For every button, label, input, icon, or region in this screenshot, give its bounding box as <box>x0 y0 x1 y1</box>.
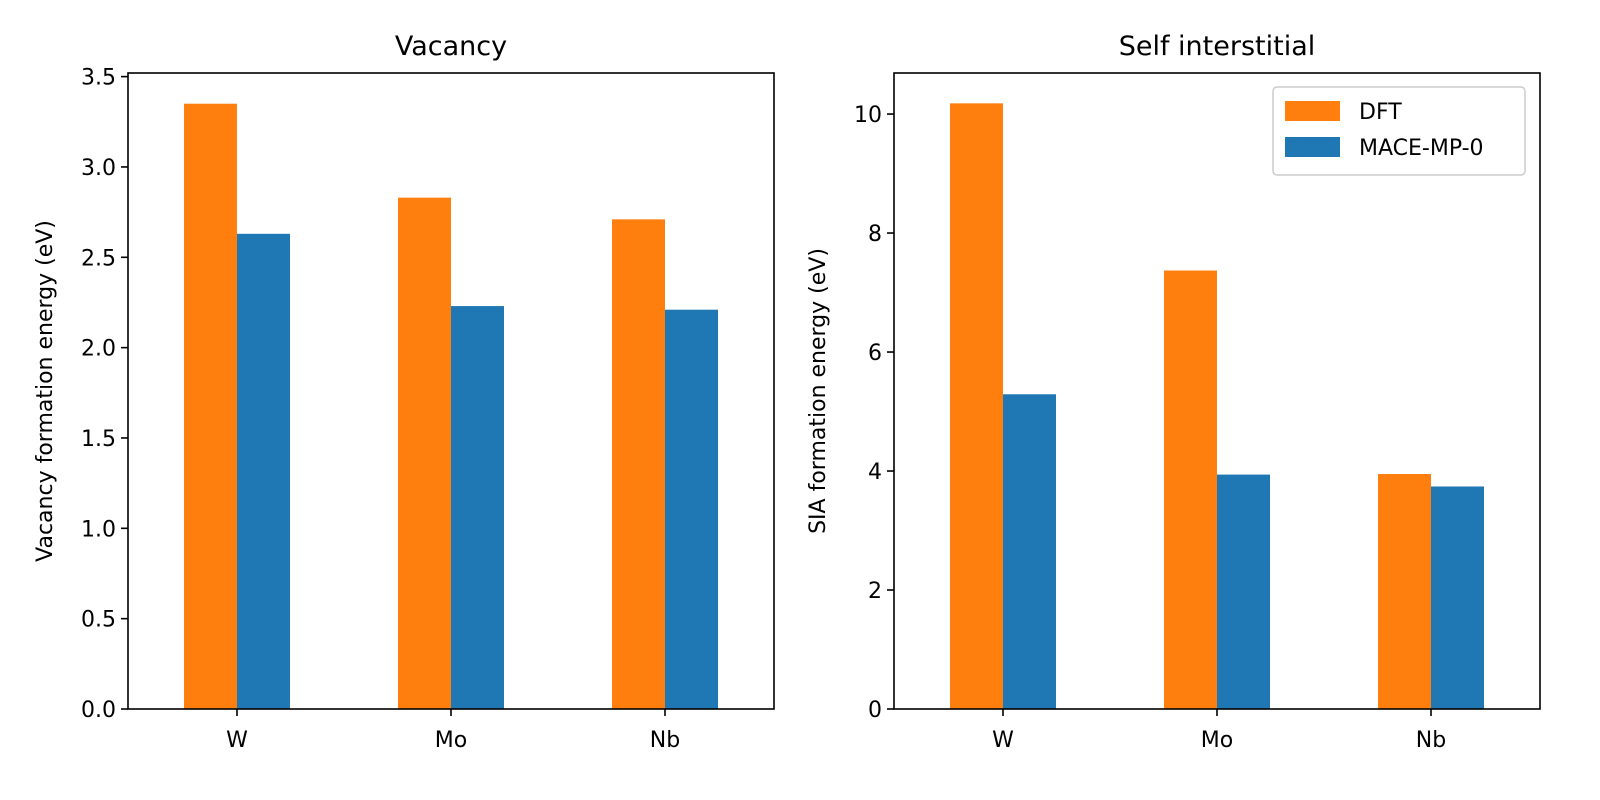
y-tick-label: 10 <box>854 103 882 128</box>
chart-title: Vacancy <box>395 31 507 62</box>
x-tick-label: Nb <box>650 728 680 753</box>
chart-title: Self interstitial <box>1119 31 1316 62</box>
y-tick-label: 1.5 <box>81 427 116 452</box>
y-tick-label: 2.0 <box>81 337 116 362</box>
y-tick-label: 0.5 <box>81 608 116 633</box>
x-tick-label: Mo <box>435 728 467 753</box>
chart-vacancy: W Mo Nb 0.0 0.5 1.0 1.5 2.0 2.5 3.0 3.5 Vacancy Vaca… <box>33 31 775 753</box>
legend-swatch-mace-mp-0 <box>1285 137 1340 157</box>
bar-vacancy-w-mace-mp-0 <box>237 233 290 709</box>
y-tick-label: 4 <box>868 460 882 485</box>
legend-label: MACE-MP-0 <box>1359 136 1484 161</box>
y-tick-label: 3.0 <box>81 156 116 181</box>
x-tick-label: W <box>226 728 248 753</box>
legend-swatch-dft <box>1285 101 1340 121</box>
bar-interstitial-mo-dft <box>1164 270 1217 709</box>
y-axis-label: Vacancy formation energy (eV) <box>33 220 58 562</box>
y-tick-label: 2.5 <box>81 246 116 271</box>
bar-interstitial-w-mace-mp-0 <box>1003 394 1056 709</box>
y-tick-label: 0 <box>868 698 882 723</box>
x-tick-label: W <box>992 728 1014 753</box>
x-tick-label: Nb <box>1416 728 1446 753</box>
bar-interstitial-w-dft <box>950 103 1003 709</box>
y-tick-label: 3.5 <box>81 66 116 91</box>
plot-frame <box>127 72 775 710</box>
legend: DFT MACE-MP-0 <box>1272 86 1526 176</box>
y-tick-label: 1.0 <box>81 517 116 542</box>
bar-vacancy-w-dft <box>184 103 237 709</box>
bar-vacancy-mo-mace-mp-0 <box>451 306 504 709</box>
bar-vacancy-mo-dft <box>398 197 451 709</box>
y-tick-label: 0.0 <box>81 698 116 723</box>
bar-interstitial-nb-mace-mp-0 <box>1431 486 1484 709</box>
y-tick-label: 8 <box>868 222 882 247</box>
y-tick-label: 2 <box>868 579 882 604</box>
y-tick-label: 6 <box>868 341 882 366</box>
plot-frame <box>893 72 1541 710</box>
y-axis-label: SIA formation energy (eV) <box>806 248 831 534</box>
legend-label: DFT <box>1359 100 1402 125</box>
chart-interstitial: W Mo Nb 0 2 4 6 8 10 Self interstitial SIA formati… <box>806 31 1541 753</box>
x-tick-label: Mo <box>1201 728 1233 753</box>
bar-interstitial-nb-dft <box>1378 473 1431 709</box>
bar-interstitial-mo-mace-mp-0 <box>1217 474 1270 709</box>
bar-vacancy-nb-mace-mp-0 <box>665 309 718 709</box>
bar-vacancy-nb-dft <box>612 219 665 709</box>
